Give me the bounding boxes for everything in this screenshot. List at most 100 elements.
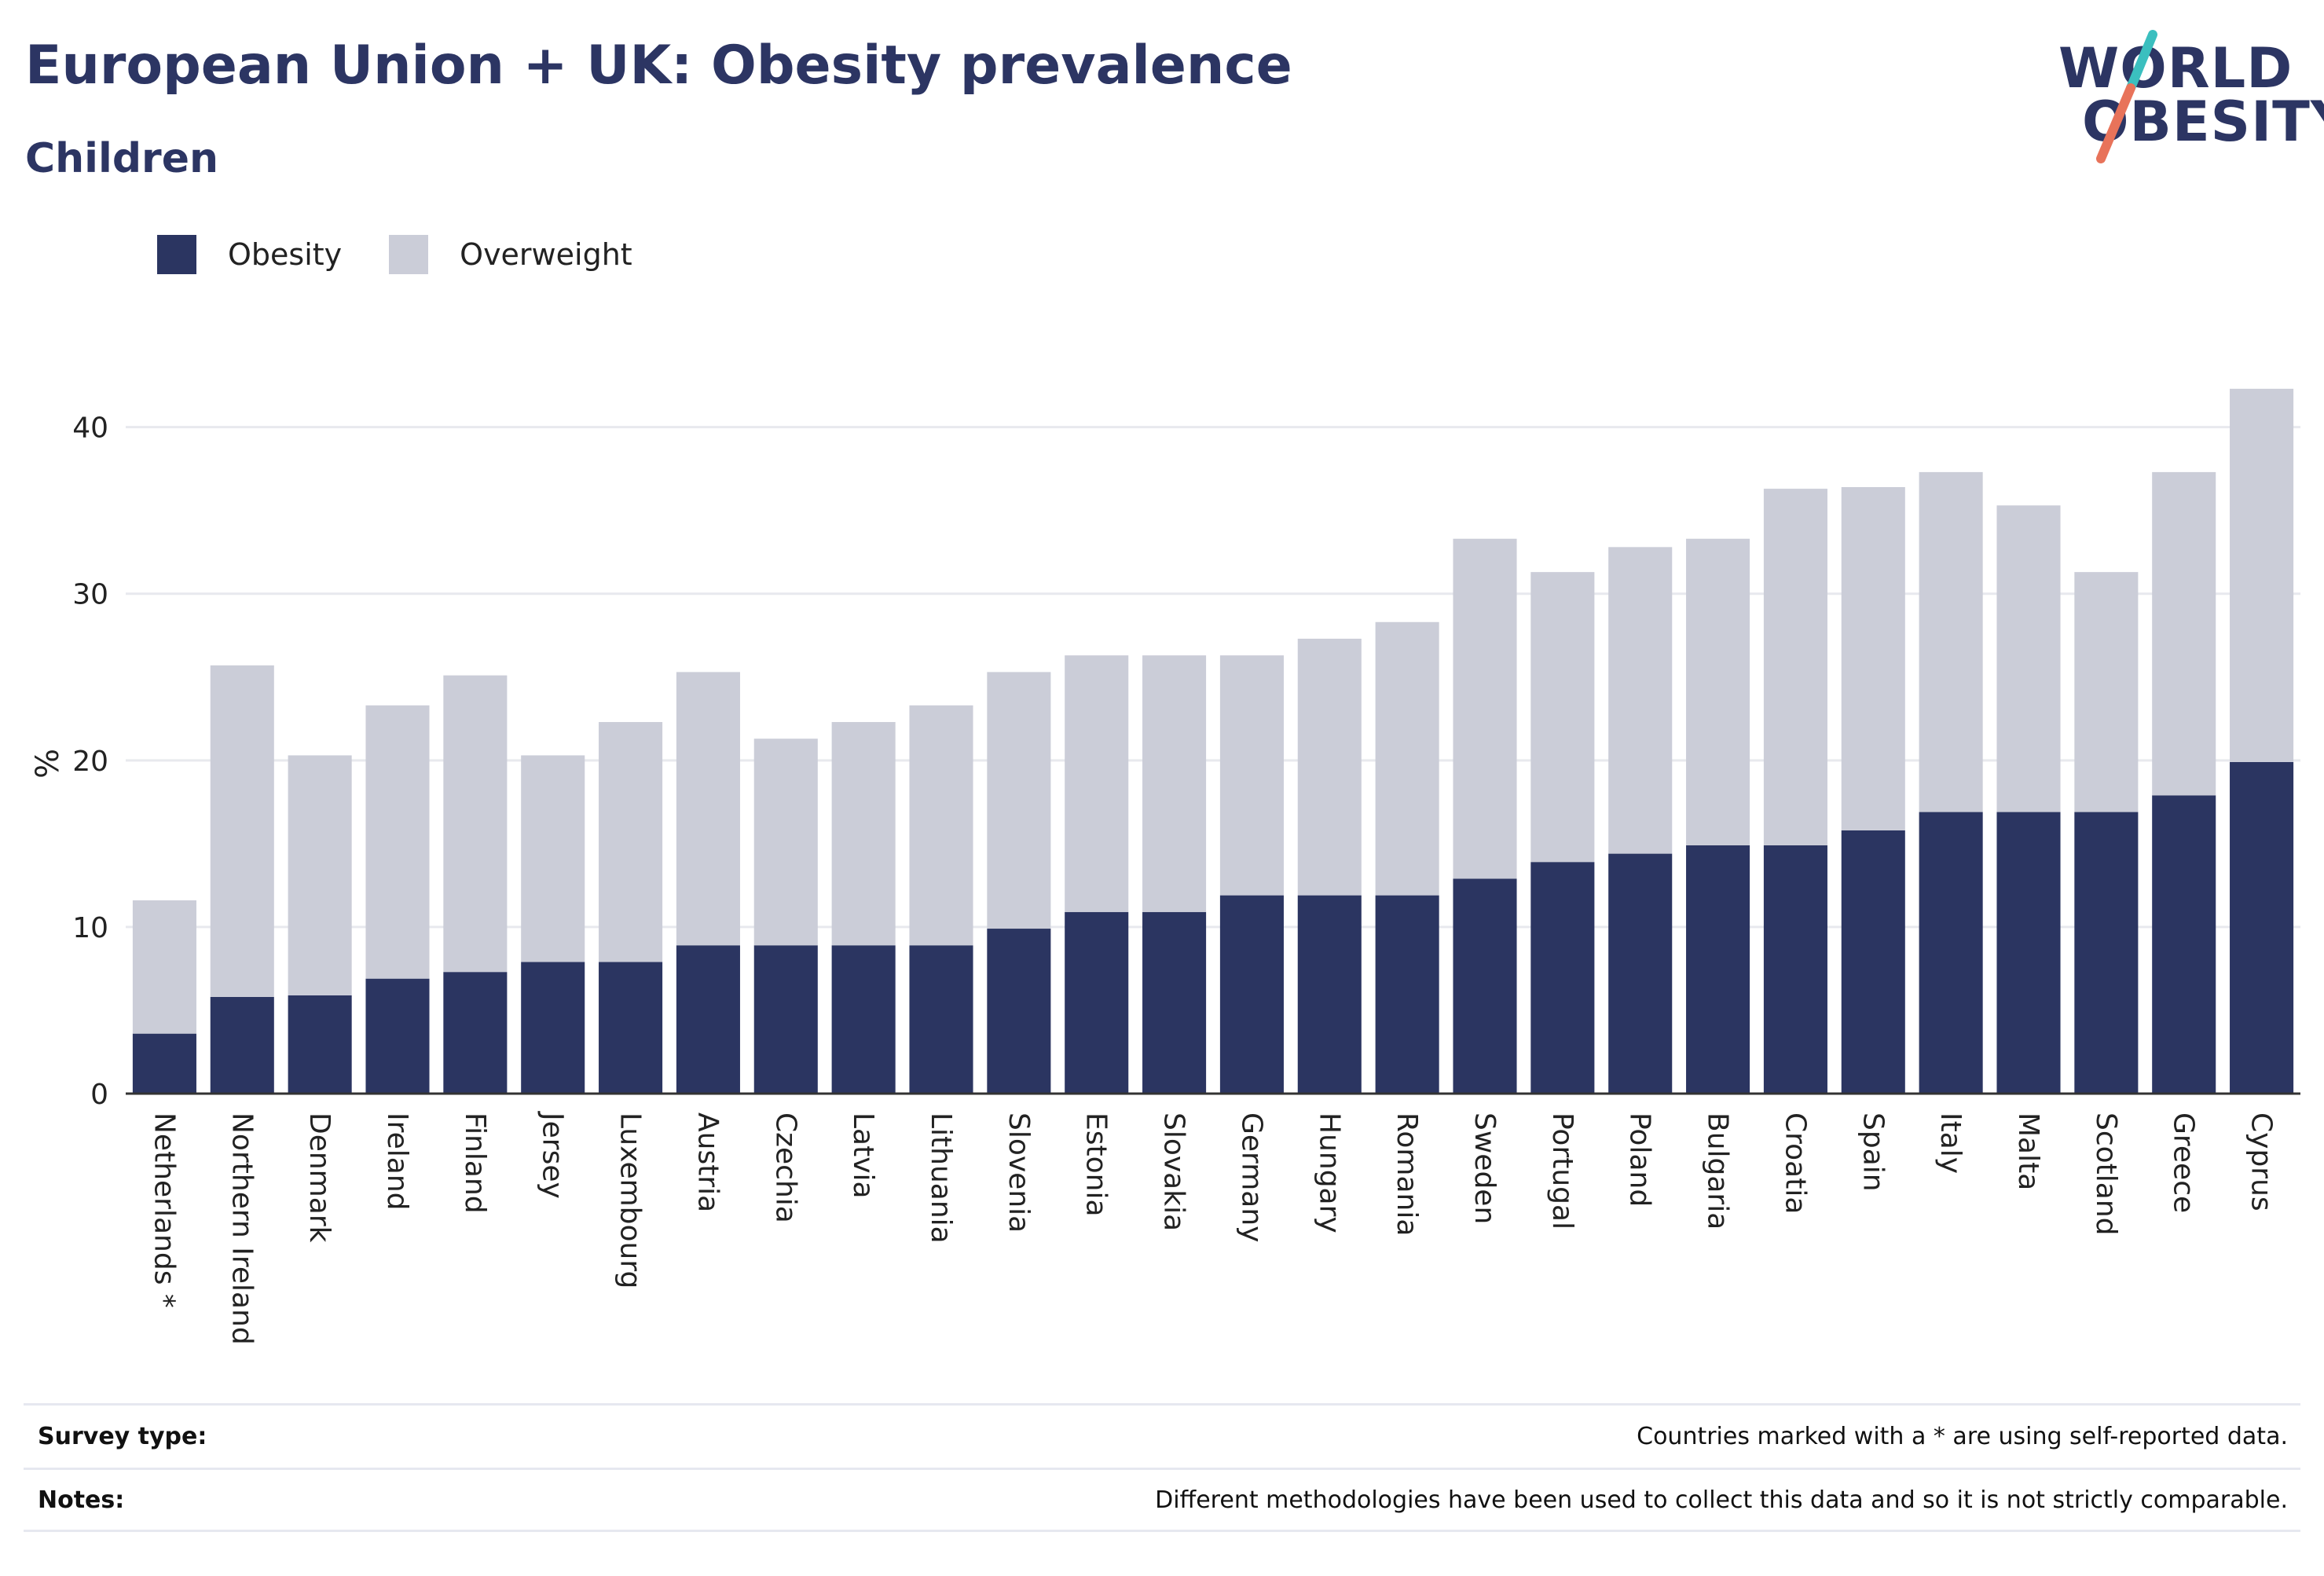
- bar-overweight-13[interactable]: [1142, 655, 1207, 912]
- chart-title: European Union + UK: Obesity prevalence: [25, 35, 1292, 97]
- x-tick-label-27: Cyprus: [2245, 1112, 2278, 1211]
- y-tick-label-0: 0: [90, 1079, 108, 1111]
- bar-obesity-26[interactable]: [2152, 795, 2216, 1094]
- legend-item-obesity[interactable]: Obesity: [157, 235, 342, 274]
- bar-obesity-9[interactable]: [831, 945, 896, 1094]
- legend-label-obesity: Obesity: [228, 237, 343, 272]
- bar-overweight-7[interactable]: [676, 672, 740, 946]
- bar-overweight-27[interactable]: [2230, 388, 2294, 762]
- bar-overweight-17[interactable]: [1453, 538, 1517, 879]
- notes-value: Different methodologies have been used t…: [1155, 1486, 2288, 1514]
- bar-obesity-23[interactable]: [1919, 812, 1983, 1094]
- bar-overweight-12[interactable]: [1065, 655, 1129, 912]
- bar-obesity-21[interactable]: [1763, 845, 1827, 1094]
- world-obesity-logo: WORLD OBESITY: [2043, 24, 2324, 165]
- bar-overweight-0[interactable]: [132, 900, 196, 1034]
- footer-notes: Notes: Different methodologies have been…: [24, 1468, 2300, 1532]
- bar-obesity-8[interactable]: [753, 945, 818, 1094]
- bar-obesity-3[interactable]: [365, 978, 430, 1094]
- bar-overweight-20[interactable]: [1686, 538, 1750, 845]
- x-tick-label-13: Slovakia: [1158, 1112, 1190, 1231]
- x-tick-label-16: Romania: [1391, 1112, 1423, 1236]
- bar-obesity-1[interactable]: [210, 996, 274, 1094]
- x-tick-label-6: Luxembourg: [614, 1112, 647, 1288]
- bar-overweight-26[interactable]: [2152, 471, 2216, 796]
- x-tick-label-17: Sweden: [1468, 1112, 1501, 1224]
- bar-obesity-16[interactable]: [1375, 895, 1439, 1094]
- bar-overweight-18[interactable]: [1530, 572, 1595, 863]
- bar-obesity-17[interactable]: [1453, 878, 1517, 1094]
- bar-overweight-1[interactable]: [210, 665, 274, 997]
- bar-obesity-11[interactable]: [987, 929, 1051, 1094]
- survey-type-label: Survey type:: [38, 1423, 207, 1450]
- bar-obesity-7[interactable]: [676, 945, 740, 1094]
- bar-overweight-4[interactable]: [443, 675, 508, 973]
- bar-obesity-5[interactable]: [521, 962, 585, 1094]
- bar-obesity-24[interactable]: [1996, 812, 2061, 1094]
- bar-obesity-15[interactable]: [1297, 895, 1362, 1094]
- bar-overweight-22[interactable]: [1841, 486, 1905, 830]
- bar-overweight-25[interactable]: [2074, 572, 2139, 812]
- x-tick-label-15: Hungary: [1313, 1112, 1345, 1233]
- x-tick-label-9: Latvia: [847, 1112, 879, 1199]
- bar-obesity-4[interactable]: [443, 972, 508, 1094]
- x-tick-label-18: Portugal: [1546, 1112, 1578, 1230]
- notes-label: Notes:: [38, 1486, 125, 1514]
- bar-obesity-20[interactable]: [1686, 845, 1750, 1094]
- bar-overweight-9[interactable]: [831, 722, 896, 946]
- bar-overweight-21[interactable]: [1763, 489, 1827, 845]
- legend-label-overweight: Overweight: [460, 237, 632, 272]
- bar-overweight-16[interactable]: [1375, 621, 1439, 896]
- y-tick-label-10: 10: [72, 912, 108, 944]
- bar-overweight-3[interactable]: [365, 705, 430, 979]
- x-tick-label-4: Finland: [459, 1112, 491, 1214]
- bar-obesity-22[interactable]: [1841, 830, 1905, 1094]
- bar-obesity-14[interactable]: [1219, 895, 1284, 1094]
- bar-overweight-23[interactable]: [1919, 471, 1983, 812]
- y-tick-label-40: 40: [72, 412, 108, 445]
- survey-type-value: Countries marked with a * are using self…: [1637, 1423, 2288, 1450]
- x-tick-label-5: Jersey: [537, 1111, 569, 1199]
- x-tick-label-12: Estonia: [1080, 1112, 1113, 1217]
- x-tick-label-22: Spain: [1857, 1112, 1889, 1192]
- x-tick-label-25: Scotland: [2090, 1112, 2122, 1236]
- x-tick-label-21: Croatia: [1779, 1112, 1811, 1214]
- bar-obesity-19[interactable]: [1608, 853, 1673, 1094]
- x-tick-label-0: Netherlands *: [148, 1112, 180, 1308]
- bar-overweight-6[interactable]: [599, 722, 663, 962]
- y-tick-label-20: 20: [72, 746, 108, 778]
- logo-slash-icon: [2096, 30, 2157, 163]
- x-tick-label-14: Germany: [1235, 1112, 1267, 1242]
- bar-overweight-11[interactable]: [987, 672, 1051, 929]
- x-tick-label-11: Slovenia: [1003, 1112, 1035, 1233]
- bar-overweight-24[interactable]: [1996, 505, 2061, 812]
- bar-obesity-2[interactable]: [288, 995, 352, 1094]
- bar-obesity-6[interactable]: [599, 962, 663, 1094]
- bar-overweight-15[interactable]: [1297, 638, 1362, 896]
- x-tick-label-20: Bulgaria: [1702, 1112, 1734, 1230]
- x-tick-label-3: Ireland: [381, 1112, 413, 1211]
- bar-overweight-5[interactable]: [521, 755, 585, 962]
- bar-overweight-14[interactable]: [1219, 655, 1284, 896]
- legend-item-overweight[interactable]: Overweight: [389, 235, 632, 274]
- bar-obesity-0[interactable]: [132, 1033, 196, 1094]
- x-tick-label-24: Malta: [2012, 1112, 2044, 1190]
- x-tick-label-23: Italy: [1934, 1112, 1967, 1174]
- bar-obesity-13[interactable]: [1142, 911, 1207, 1094]
- bar-overweight-10[interactable]: [909, 705, 973, 946]
- x-tick-label-2: Denmark: [303, 1112, 335, 1243]
- bar-obesity-27[interactable]: [2230, 761, 2294, 1094]
- legend-swatch-obesity: [157, 235, 196, 274]
- bar-obesity-18[interactable]: [1530, 862, 1595, 1094]
- bar-chart: 0 10 20 30 40% Netherlands * Northern Ireland D…: [30, 388, 2300, 1345]
- x-tick-label-10: Lithuania: [925, 1112, 957, 1244]
- chart-subtitle: Children: [25, 135, 218, 182]
- legend-swatch-overweight: [389, 235, 429, 274]
- y-axis-label: %: [30, 749, 66, 779]
- bar-overweight-8[interactable]: [753, 739, 818, 946]
- bar-overweight-2[interactable]: [288, 755, 352, 995]
- bar-obesity-12[interactable]: [1065, 911, 1129, 1094]
- bar-obesity-10[interactable]: [909, 945, 973, 1094]
- bar-overweight-19[interactable]: [1608, 547, 1673, 854]
- bar-obesity-25[interactable]: [2074, 812, 2139, 1094]
